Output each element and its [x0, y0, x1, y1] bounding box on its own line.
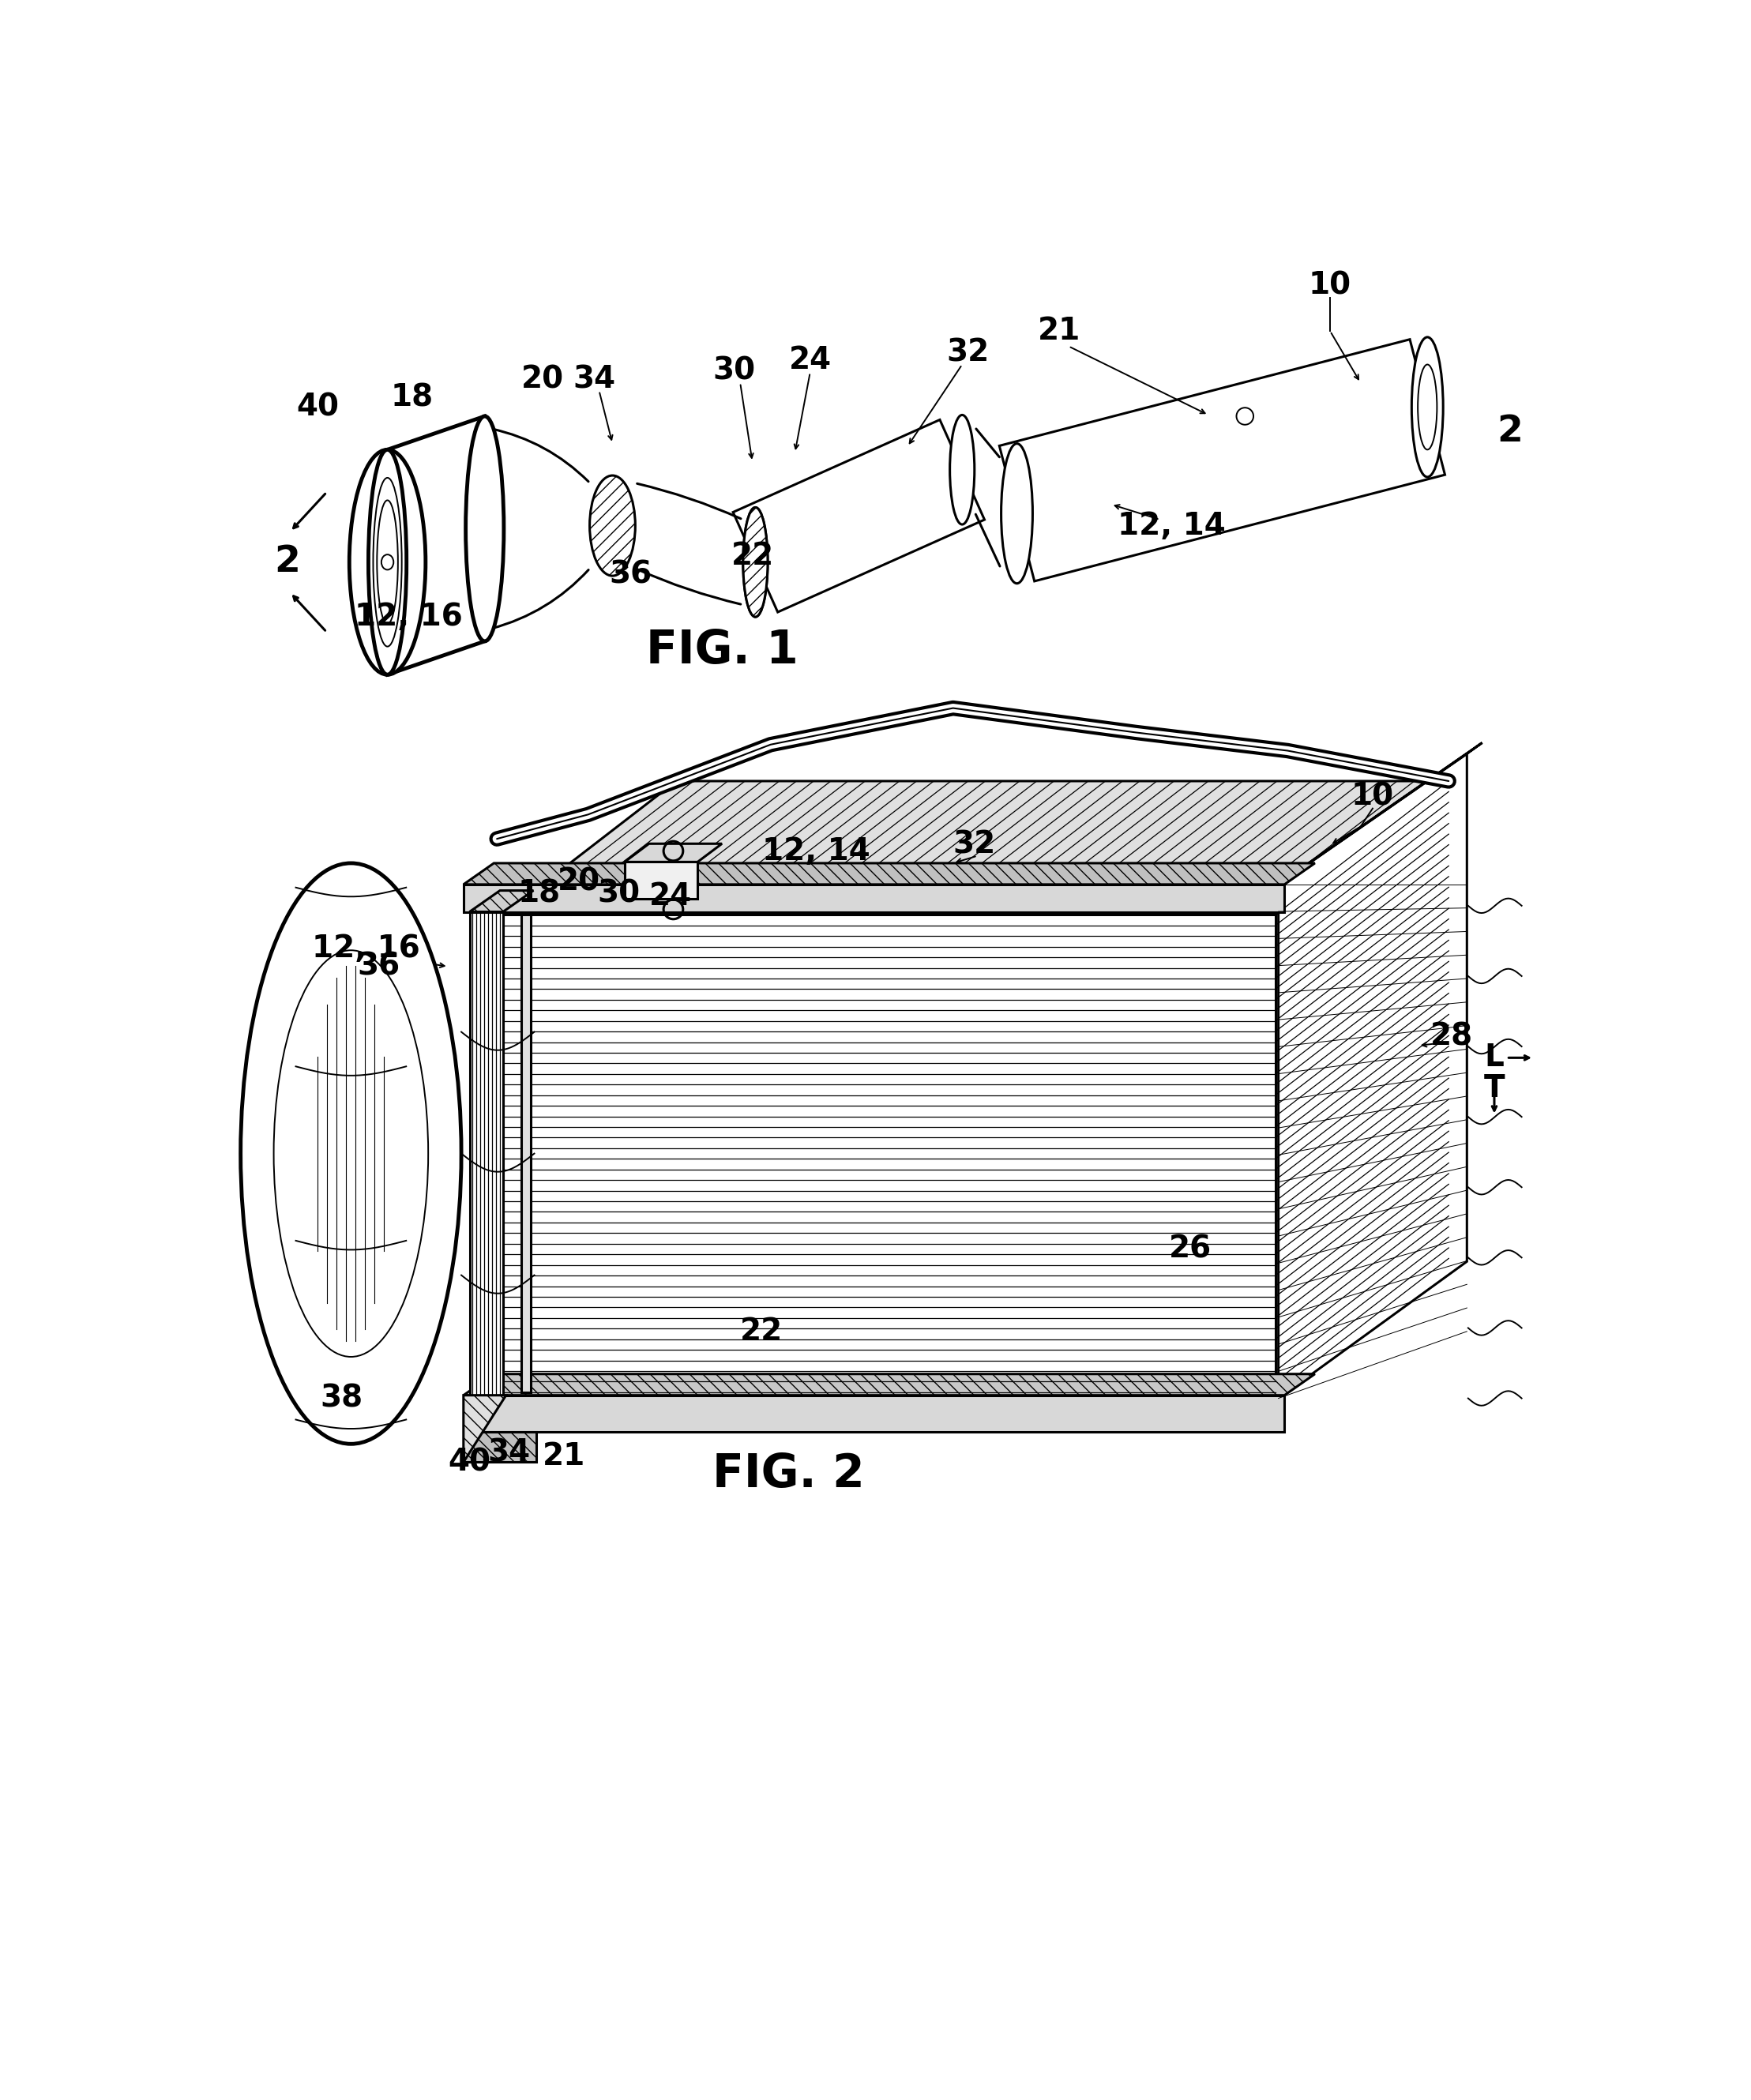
Text: 20: 20	[522, 365, 564, 395]
Polygon shape	[464, 1394, 1285, 1432]
Polygon shape	[469, 911, 503, 1394]
Text: 12, 16: 12, 16	[312, 932, 420, 964]
Text: 21: 21	[543, 1441, 585, 1472]
Polygon shape	[503, 1258, 1448, 1392]
Text: 24: 24	[650, 882, 692, 911]
Ellipse shape	[742, 508, 767, 617]
Ellipse shape	[742, 508, 767, 617]
Text: 30: 30	[597, 878, 639, 909]
Text: 10: 10	[1308, 271, 1352, 300]
Text: 38: 38	[320, 1384, 362, 1413]
Text: 22: 22	[730, 542, 774, 571]
Text: 2: 2	[275, 544, 299, 580]
Text: 22: 22	[741, 1317, 783, 1346]
Polygon shape	[464, 863, 1315, 884]
Polygon shape	[503, 916, 1275, 1392]
Polygon shape	[469, 890, 534, 911]
Text: 18: 18	[518, 878, 560, 909]
Polygon shape	[1278, 743, 1481, 884]
Text: 40: 40	[296, 393, 340, 422]
Polygon shape	[464, 1394, 506, 1462]
Text: 12, 14: 12, 14	[762, 836, 870, 865]
Text: 10: 10	[1352, 781, 1394, 811]
Text: 2: 2	[1497, 414, 1522, 449]
Text: FIG. 1: FIG. 1	[646, 628, 798, 672]
Text: 34: 34	[489, 1438, 531, 1468]
Ellipse shape	[240, 863, 461, 1445]
Text: 36: 36	[357, 951, 399, 981]
Polygon shape	[625, 844, 721, 861]
Polygon shape	[734, 420, 984, 611]
Polygon shape	[1000, 340, 1445, 582]
Polygon shape	[464, 884, 1285, 911]
Ellipse shape	[949, 416, 975, 525]
Ellipse shape	[1418, 365, 1438, 449]
Ellipse shape	[348, 449, 425, 674]
Text: 34: 34	[573, 365, 616, 395]
Ellipse shape	[368, 449, 406, 674]
Text: FIG. 2: FIG. 2	[713, 1451, 865, 1497]
Text: L: L	[1485, 1044, 1504, 1073]
Ellipse shape	[466, 416, 504, 640]
Text: 32: 32	[947, 338, 989, 367]
Text: T: T	[1483, 1073, 1504, 1102]
Text: 12, 14: 12, 14	[1117, 510, 1226, 540]
Polygon shape	[1278, 754, 1467, 1399]
Text: 40: 40	[448, 1447, 490, 1476]
Polygon shape	[625, 861, 697, 899]
Text: 12, 16: 12, 16	[355, 603, 462, 632]
Text: 24: 24	[788, 344, 832, 376]
Polygon shape	[1275, 781, 1448, 1392]
Text: 20: 20	[557, 867, 601, 897]
Ellipse shape	[590, 475, 636, 575]
Ellipse shape	[1411, 338, 1443, 477]
Polygon shape	[464, 1373, 1315, 1394]
Text: 26: 26	[1170, 1235, 1212, 1264]
Text: 36: 36	[609, 559, 651, 590]
Polygon shape	[464, 1432, 536, 1462]
Text: 18: 18	[390, 382, 432, 414]
Text: 21: 21	[1038, 317, 1080, 347]
Ellipse shape	[1002, 443, 1033, 584]
Polygon shape	[522, 916, 531, 1392]
Text: 32: 32	[953, 830, 996, 859]
Polygon shape	[503, 781, 1448, 916]
Text: 28: 28	[1431, 1021, 1473, 1052]
Text: 30: 30	[713, 355, 755, 386]
